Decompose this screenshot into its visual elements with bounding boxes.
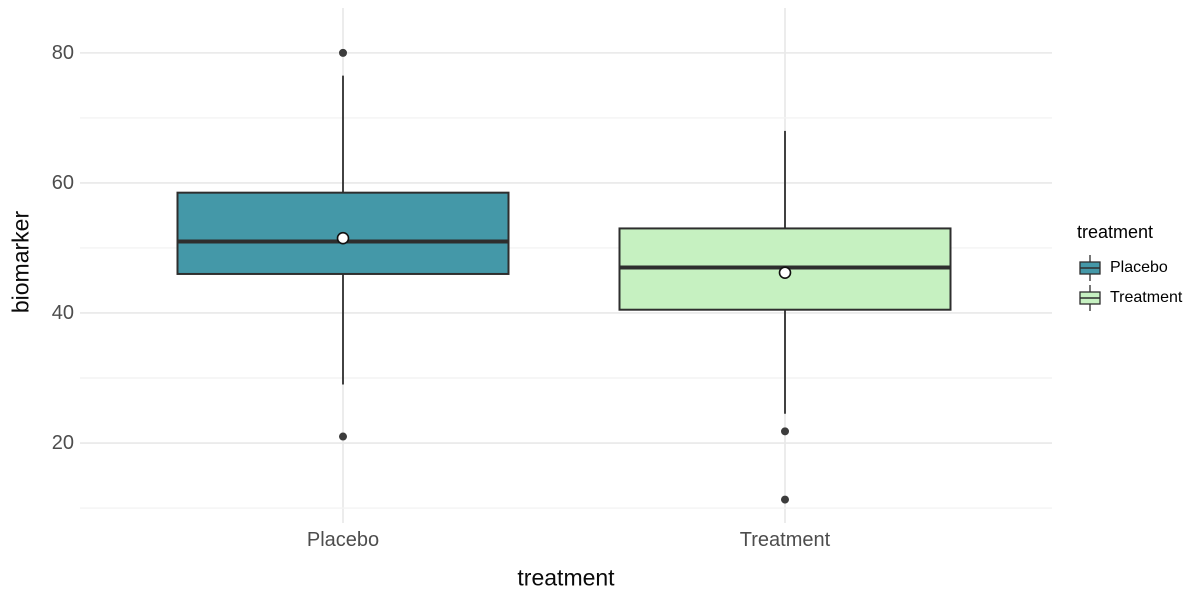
y-tick-label-60: 60 bbox=[51, 171, 74, 194]
legend-key-boxplot-icon bbox=[1079, 255, 1101, 281]
x-tick-label-treatment: Treatment bbox=[739, 529, 831, 551]
outlier-point-placebo bbox=[339, 48, 347, 57]
legend-key-boxplot-icon bbox=[1079, 285, 1101, 311]
legend-title: treatment bbox=[1077, 222, 1154, 242]
legend-entry-placebo: Placebo bbox=[1077, 253, 1182, 283]
y-axis-title: biomarker bbox=[7, 210, 34, 314]
y-tick-label-20: 20 bbox=[51, 432, 74, 455]
x-axis-title: treatment bbox=[517, 564, 615, 591]
legend-label-treatment: Treatment bbox=[1110, 289, 1183, 306]
outlier-point-placebo bbox=[339, 432, 347, 441]
legend: treatment Placebo Treatment bbox=[1077, 222, 1182, 313]
y-tick-label-40: 40 bbox=[51, 301, 74, 324]
mean-point-placebo bbox=[336, 231, 350, 245]
x-tick-label-placebo: Placebo bbox=[306, 529, 380, 551]
mean-point-treatment bbox=[778, 266, 792, 279]
legend-label-placebo: Placebo bbox=[1110, 259, 1168, 276]
legend-entry-treatment: Treatment bbox=[1077, 283, 1182, 313]
y-tick-label-80: 80 bbox=[51, 41, 74, 64]
outlier-point-treatment bbox=[781, 495, 789, 504]
outlier-point-treatment bbox=[781, 427, 789, 436]
legend-entries: Placebo Treatment bbox=[1077, 253, 1182, 313]
